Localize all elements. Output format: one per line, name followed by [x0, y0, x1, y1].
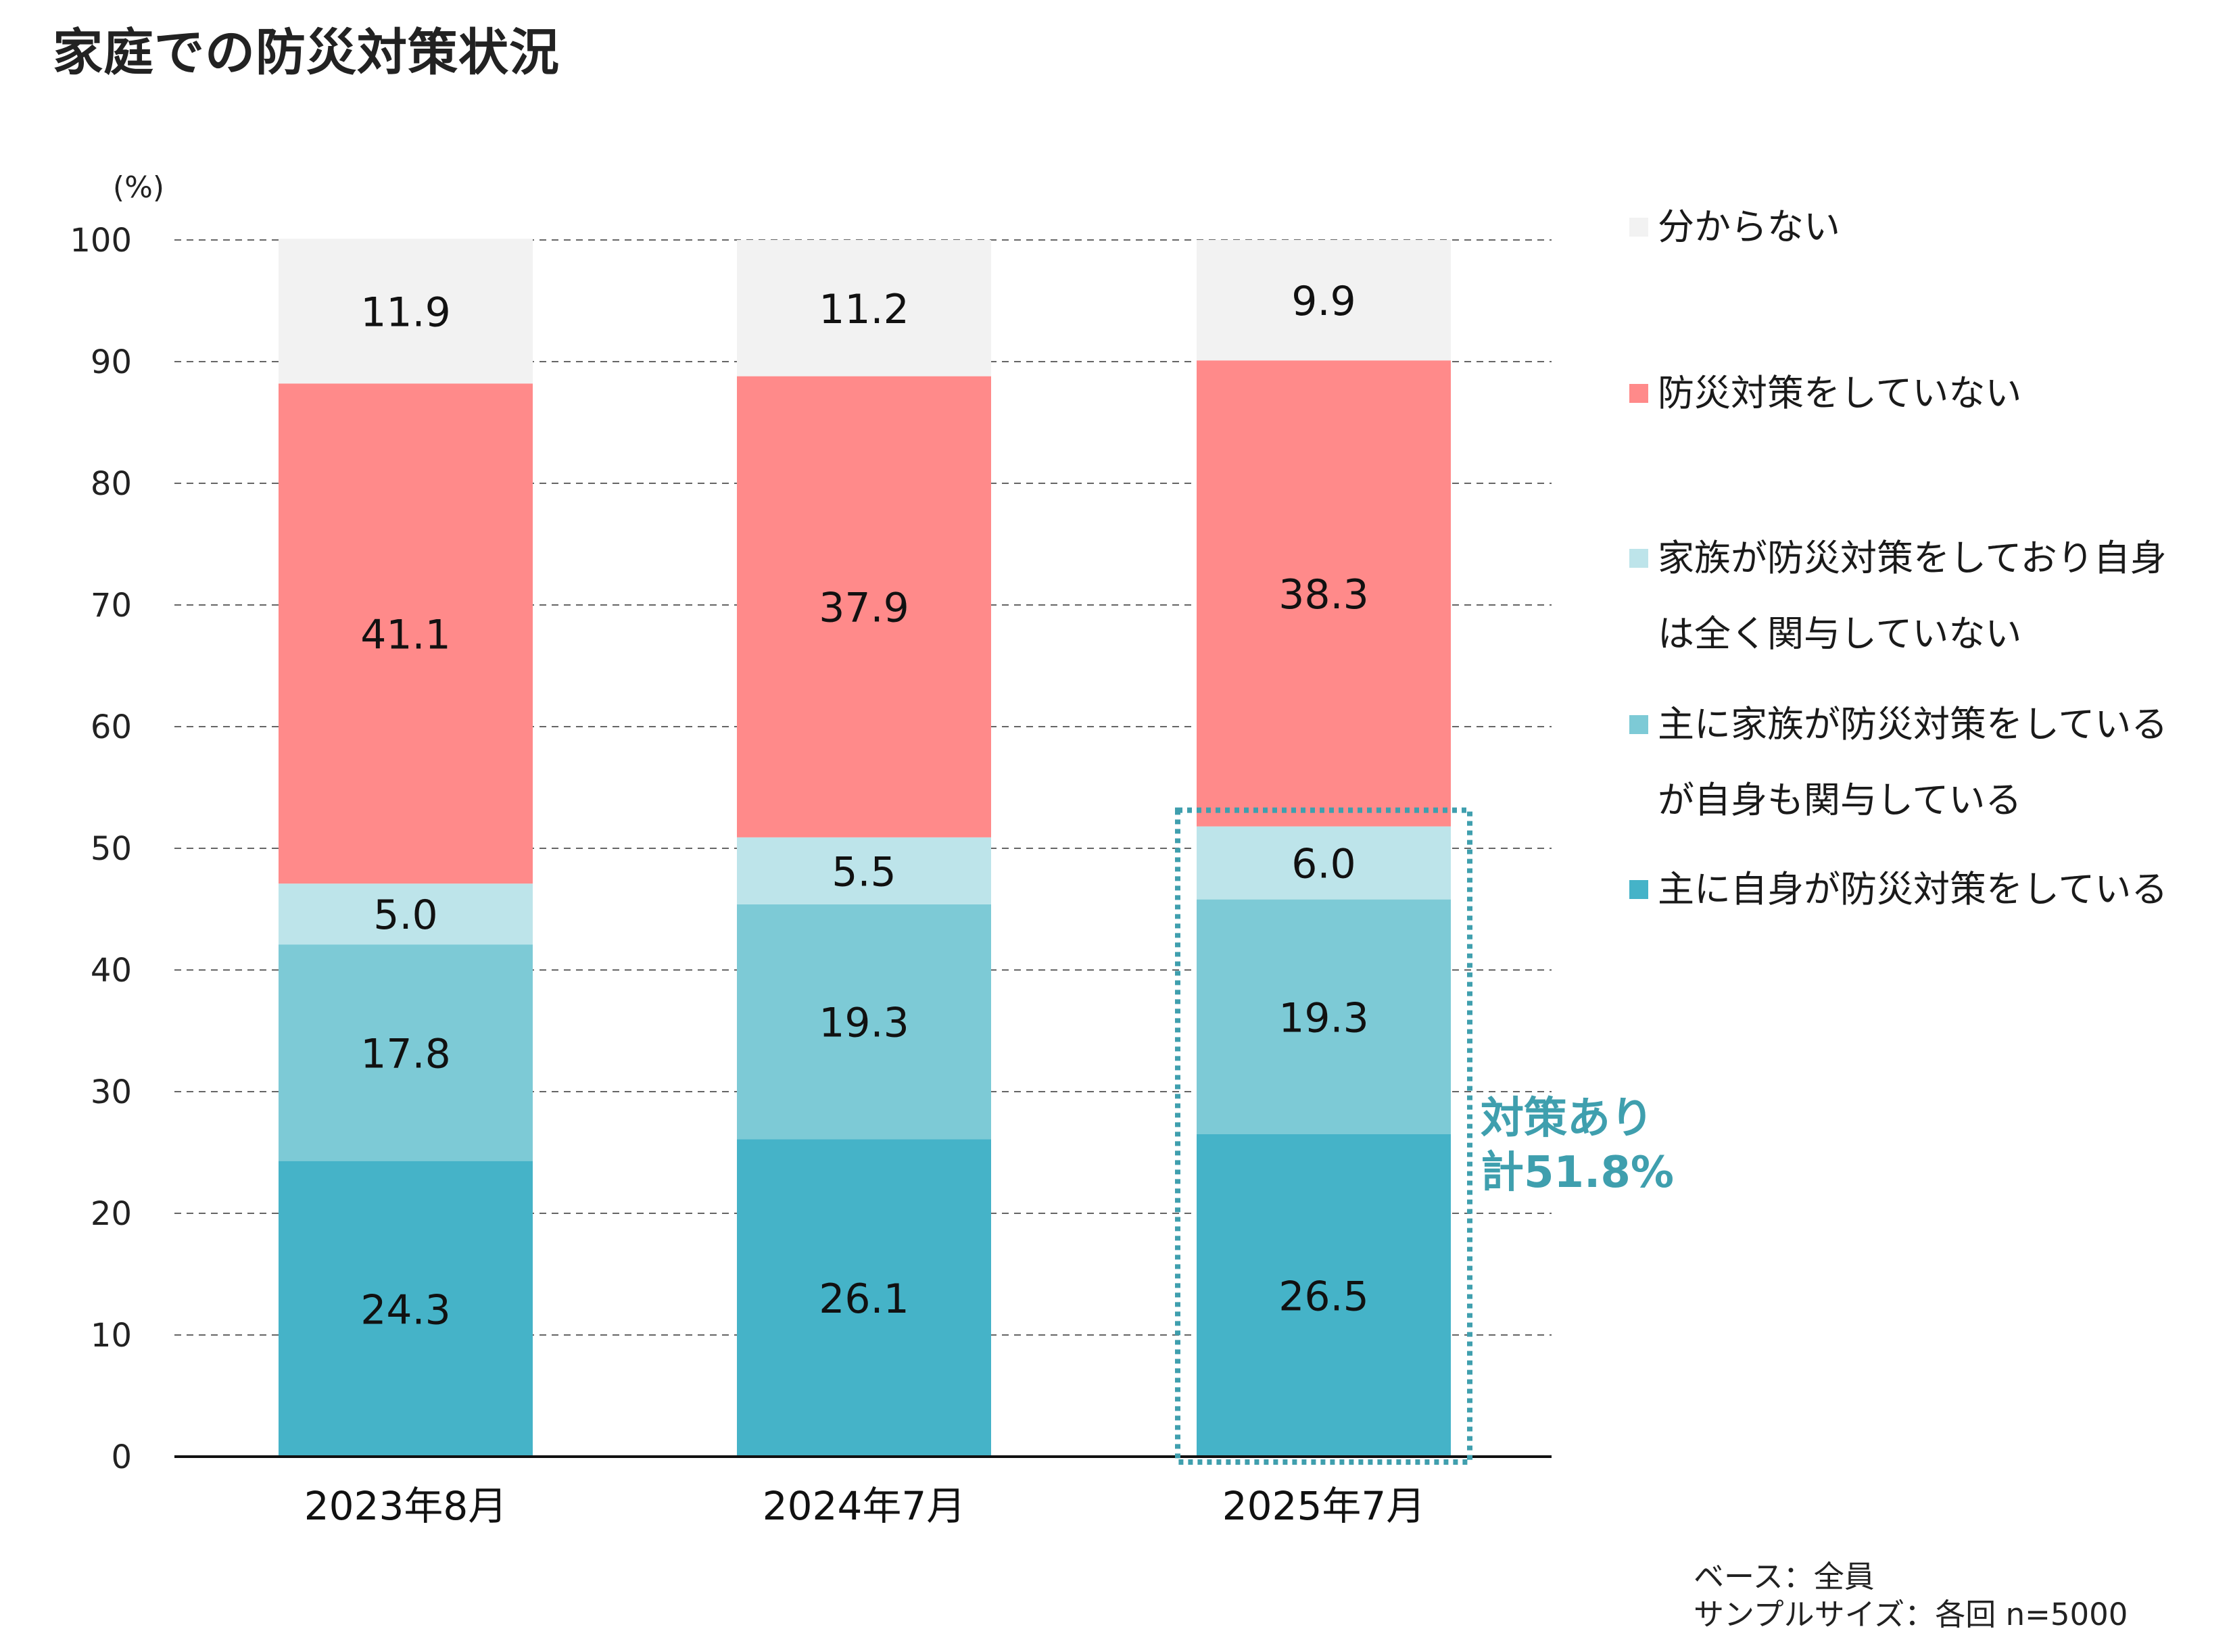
legend-swatch [1629, 549, 1648, 568]
legend-swatch [1629, 880, 1648, 899]
bar-segment [1197, 826, 1451, 900]
legend-label: 主に自身が防災対策をしている [1658, 868, 2168, 910]
legend-label: 防災対策をしていない [1658, 372, 2022, 414]
y-tick-label: 80 [91, 465, 132, 503]
stacked-bar-chart: (%) 0 10 20 30 40 50 60 70 80 90 100 24.3 17.8 5.0 41.1… [70, 170, 1552, 1529]
x-tick-label: 2025年7月 [1222, 1483, 1426, 1529]
annotation-line1: 対策あり [1481, 1094, 1654, 1144]
data-label: 11.2 [819, 286, 909, 333]
data-label: 37.9 [819, 585, 909, 632]
bar-segment [1197, 1134, 1451, 1457]
bar-segment [279, 383, 533, 884]
bar-segment [1197, 899, 1451, 1134]
legend-swatch [1629, 384, 1648, 403]
bar-segment [1197, 360, 1451, 827]
y-tick-label: 100 [70, 222, 132, 260]
highlight-annotation: 対策あり 計51.8% [1481, 1092, 1674, 1200]
legend-item-family-main: 主に家族が防災対策をしているが自身も関与している [1629, 687, 2199, 838]
y-tick-label: 30 [91, 1073, 132, 1111]
legend-item-family-only: 家族が防災対策をしており自身は全く関与していない [1629, 520, 2199, 672]
bar-segment [737, 240, 991, 376]
y-tick-label: 40 [91, 952, 132, 990]
bar-segment [737, 376, 991, 837]
y-tick-label: 60 [91, 708, 132, 746]
bar-segment [279, 944, 533, 1161]
y-tick-label: 70 [91, 587, 132, 625]
legend-label: 家族が防災対策をしており自身は全く関与していない [1658, 537, 2167, 655]
legend-item-no-measures: 防災対策をしていない [1629, 356, 2199, 431]
data-label: 24.3 [360, 1286, 451, 1334]
data-label: 19.3 [1278, 994, 1369, 1042]
data-label: 5.5 [832, 848, 896, 896]
y-axis-unit-label: (%) [113, 170, 164, 205]
legend-label: 分からない [1658, 205, 1840, 248]
data-label: 17.8 [360, 1030, 451, 1077]
data-label: 5.0 [373, 892, 437, 939]
legend-swatch [1629, 715, 1648, 734]
footnote-sample: サンプルサイズ：各回 n=5000 [1694, 1597, 2128, 1632]
data-label: 6.0 [1291, 841, 1356, 888]
footnote-base: ベース：全員 [1694, 1559, 1875, 1595]
x-tick-label: 2024年7月 [763, 1483, 966, 1529]
data-label: 26.1 [819, 1276, 909, 1323]
bar-segment [737, 1139, 991, 1457]
data-label: 41.1 [360, 611, 451, 658]
chart-title: 家庭での防災対策状況 [53, 24, 560, 82]
annotation-line2: 計51.8% [1481, 1148, 1675, 1198]
y-tick-label: 90 [91, 343, 132, 381]
bar-segment [279, 1161, 533, 1457]
x-tick-label: 2023年8月 [304, 1483, 508, 1529]
y-tick-label: 20 [91, 1195, 132, 1233]
bar-segment [279, 239, 533, 384]
legend-item-self-main: 主に自身が防災対策をしている [1629, 852, 2199, 927]
y-tick-label: 0 [111, 1438, 132, 1476]
data-label: 11.9 [360, 289, 451, 336]
bar-segment [737, 837, 991, 904]
y-tick-label: 50 [91, 830, 132, 868]
data-label: 19.3 [819, 1000, 909, 1047]
footnote: ベース：全員 サンプルサイズ：各回 n=5000 [1694, 1558, 2128, 1634]
data-label: 9.9 [1291, 278, 1356, 325]
y-tick-label: 10 [91, 1317, 132, 1355]
data-label: 26.5 [1278, 1273, 1369, 1321]
bar-segment [1197, 240, 1451, 361]
highlight-box [1175, 807, 1472, 1465]
data-label: 38.3 [1278, 571, 1369, 618]
bar-segment [279, 883, 533, 945]
legend-item-unknown: 分からない [1629, 189, 2199, 265]
bar-segment [737, 904, 991, 1140]
legend-label: 主に家族が防災対策をしているが自身も関与している [1658, 703, 2168, 821]
legend-swatch [1629, 218, 1648, 237]
